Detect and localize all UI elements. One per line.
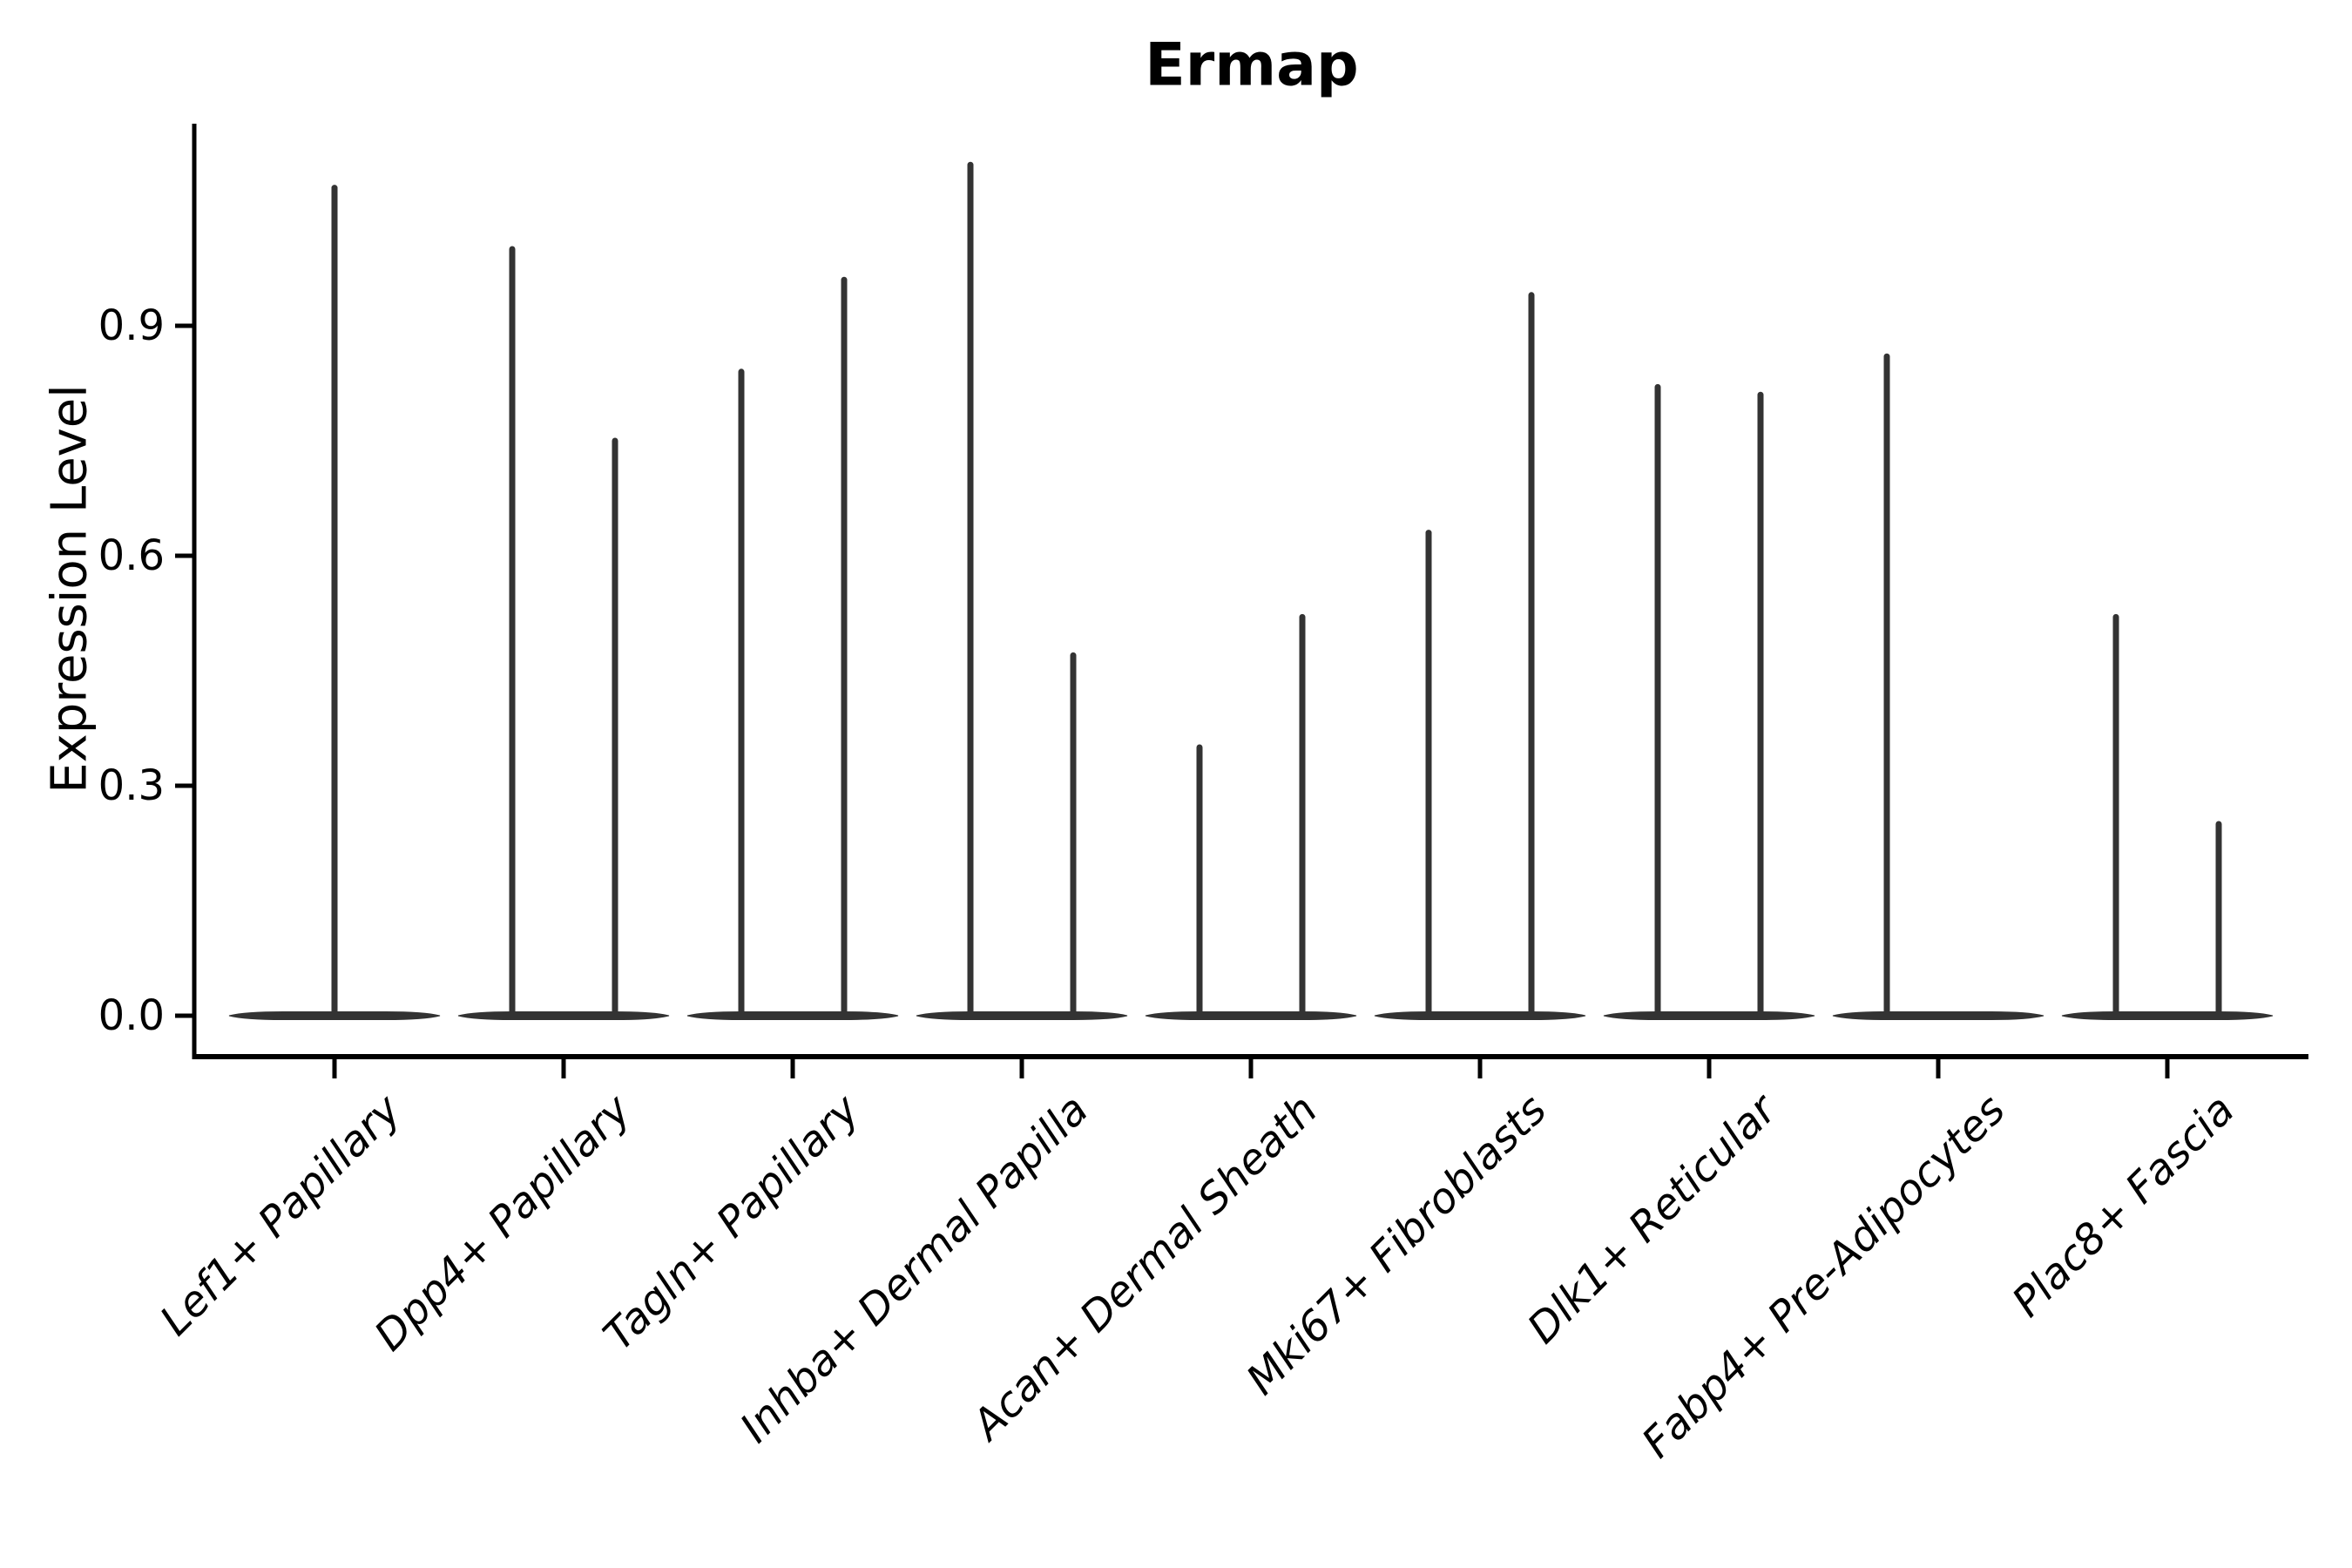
violin-zero-lobe xyxy=(1145,1011,1357,1020)
violin-zero-lobe xyxy=(916,1011,1128,1020)
y-tick-label: 0.3 xyxy=(98,761,165,810)
violin-zero-lobe xyxy=(686,1011,899,1020)
y-tick-label: 0.6 xyxy=(98,531,165,580)
violin-zero-lobe xyxy=(1832,1011,2044,1020)
y-axis-label: Expression Level xyxy=(41,384,98,794)
violin-zero-lobe xyxy=(228,1011,441,1020)
y-tick-label: 0.0 xyxy=(98,991,165,1040)
violin-zero-lobe xyxy=(457,1011,670,1020)
violin-zero-lobe xyxy=(1374,1011,1586,1020)
violin-zero-lobe xyxy=(2061,1011,2274,1020)
violin-zero-lobe xyxy=(1603,1011,1815,1020)
y-tick-label: 0.9 xyxy=(98,301,165,350)
chart-title: Ermap xyxy=(1145,30,1359,100)
